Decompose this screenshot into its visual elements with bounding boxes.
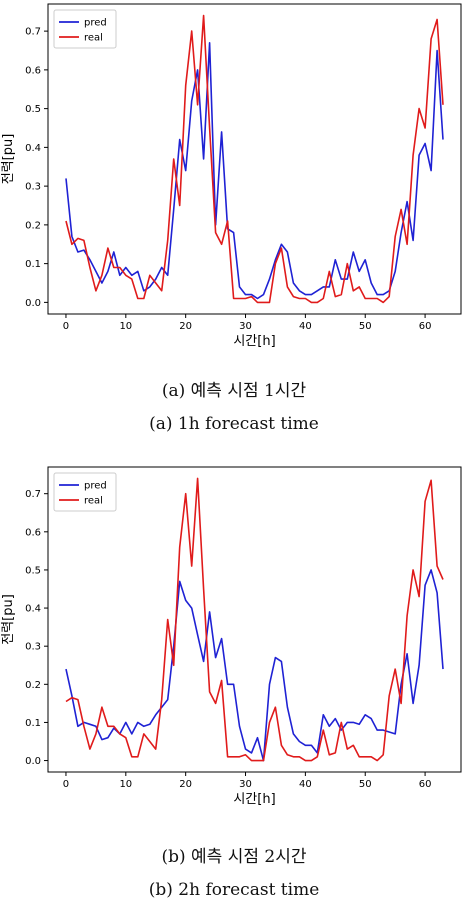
series-line-pred [65,569,444,762]
legend: pred real [53,9,117,49]
legend-box [53,9,117,49]
y-axis-label: 전력[pu] [1,594,16,645]
x-tick-label: 60 [419,321,432,332]
y-tick-label: 0.5 [25,565,41,576]
chart-panel-b: 0 10 20 30 40 50 60 0.0 0.1 0.2 0.3 0.4 0.5 0.6 0.7 시간[… [0,451,468,902]
y-tick-label: 0.4 [25,143,41,154]
series-line-real [65,477,444,762]
y-tick-label: 0.1 [25,718,41,729]
y-tick-label: 0.0 [25,756,41,767]
x-tick-label: 60 [419,779,432,790]
x-tick-label: 50 [359,779,372,790]
legend-label-pred: pred [84,481,107,492]
legend-label-real: real [84,496,103,507]
y-axis-label: 전력[pu] [1,134,16,185]
y-tick-label: 0.0 [25,298,41,309]
y-tick-label: 0.6 [25,527,41,538]
series-line-real [65,14,444,304]
caption-a-english: (a) 1h forecast time [149,414,319,434]
legend: pred real [53,472,117,512]
y-tick-label: 0.4 [25,604,41,615]
x-tick-label: 0 [63,321,69,332]
x-tick-label: 0 [63,779,69,790]
x-axis-label: 시간[h] [233,334,275,349]
y-tick-label: 0.3 [25,182,41,193]
x-tick-label: 10 [119,779,132,790]
legend-label-real: real [84,33,103,44]
y-tick-label: 0.3 [25,642,41,653]
y-tick-label: 0.1 [25,259,41,270]
x-tick-label: 10 [119,321,132,332]
x-tick-label: 30 [239,321,252,332]
y-tick-label: 0.2 [25,680,41,691]
x-tick-label: 20 [179,321,192,332]
series-line-pred [65,41,444,300]
y-tick-label: 0.7 [25,489,41,500]
line-chart-a: 0 10 20 30 40 50 60 0.0 0.1 0.2 0.3 0.4 0.5 0.6 0.7 시간[… [1,3,462,349]
chart-panel-a: 0 10 20 30 40 50 60 0.0 0.1 0.2 0.3 0.4 0.5 0.6 0.7 시간[… [1,3,462,434]
plot-frame [47,466,462,773]
caption-a-korean: (a) 예측 시점 1시간 [161,381,307,401]
y-tick-label: 0.5 [25,104,41,115]
x-axis-label: 시간[h] [233,792,275,807]
x-tick-label: 20 [179,779,192,790]
y-tick-label: 0.2 [25,220,41,231]
plot-frame [47,3,462,315]
caption-b-english: (b) 2h forecast time [148,880,320,900]
x-tick-label: 40 [299,321,312,332]
x-tick-label: 40 [299,779,312,790]
x-tick-label: 30 [239,779,252,790]
legend-box [53,472,117,512]
y-tick-label: 0.7 [25,27,41,38]
caption-b-korean: (b) 예측 시점 2시간 [161,847,307,867]
y-tick-label: 0.6 [25,65,41,76]
x-tick-label: 50 [359,321,372,332]
legend-label-pred: pred [84,18,107,29]
line-chart-b: 0 10 20 30 40 50 60 0.0 0.1 0.2 0.3 0.4 0.5 0.6 0.7 시간[… [1,466,462,807]
